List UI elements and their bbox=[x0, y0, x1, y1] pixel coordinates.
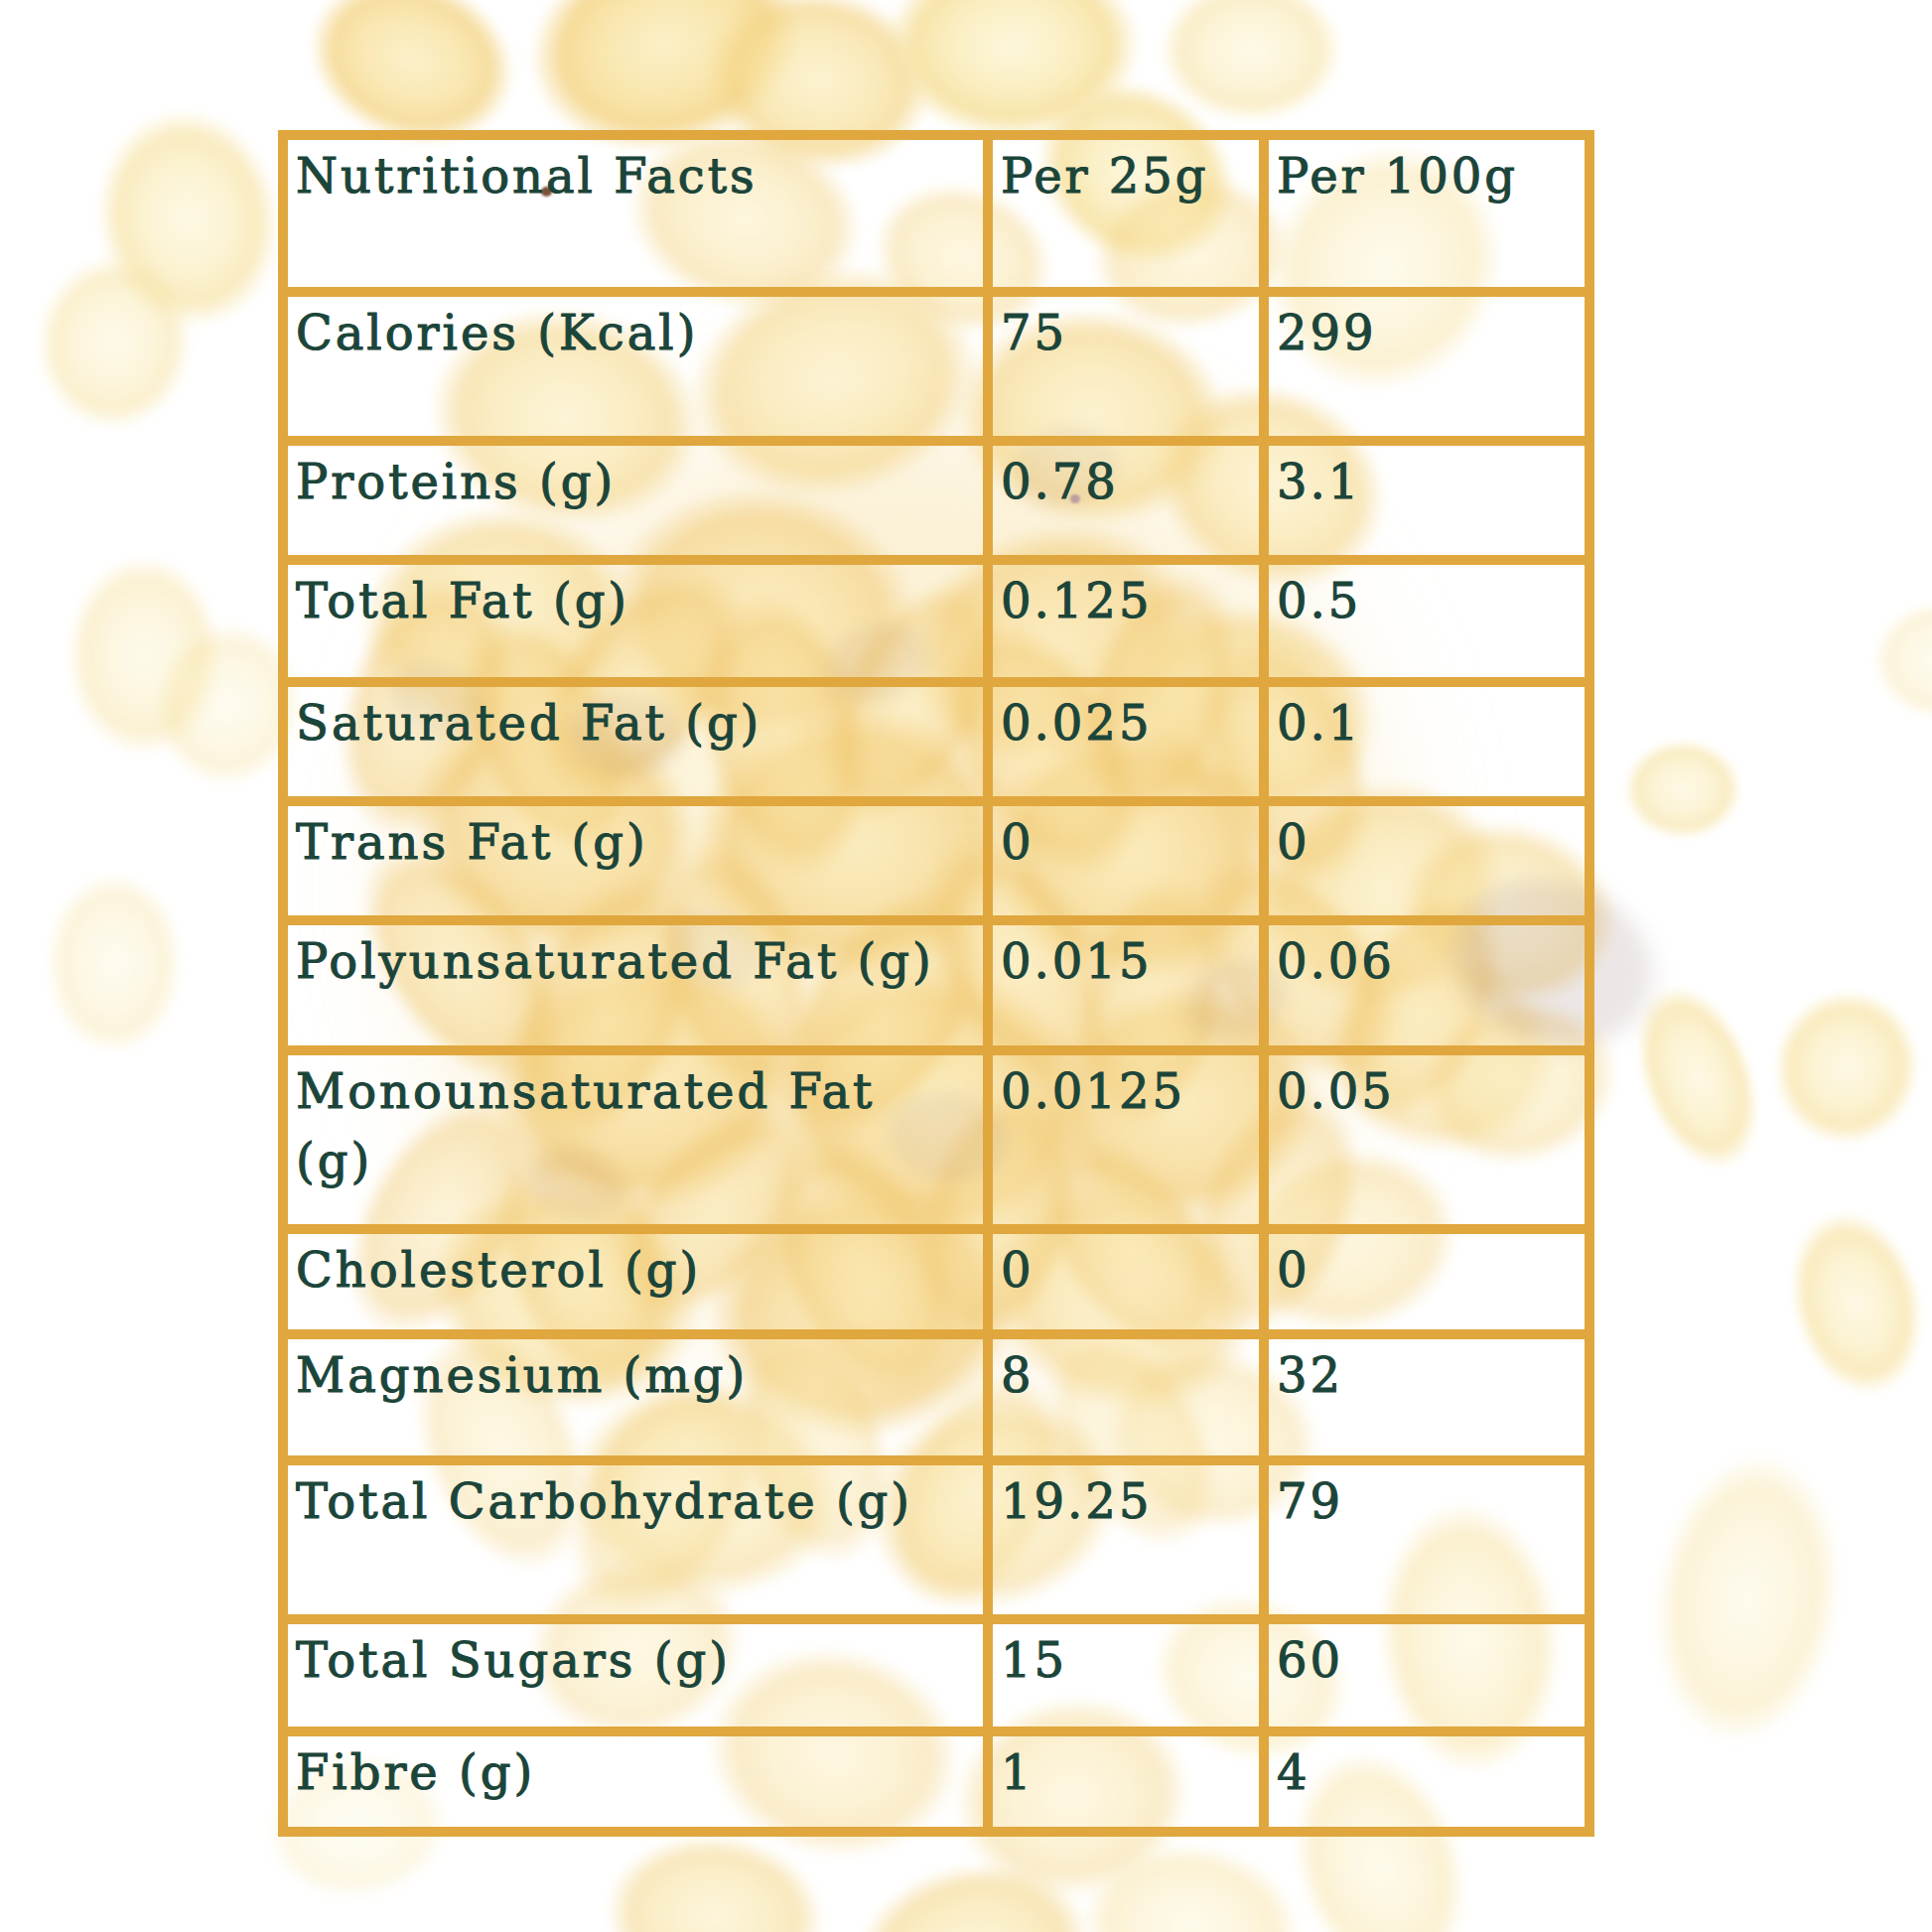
raisin-blob bbox=[22, 241, 207, 444]
nutrient-row: Total Fat (g)0.1250.5 bbox=[283, 560, 1589, 682]
nutrient-label: Total Fat (g) bbox=[283, 560, 988, 682]
header-nutritional-facts: Nutritional Facts bbox=[283, 135, 988, 292]
value-per-25g: 0.78 bbox=[988, 441, 1264, 560]
nutrition-facts-table: Nutritional Facts Per 25g Per 100g Calor… bbox=[278, 130, 1594, 1837]
value-per-25g: 0 bbox=[988, 801, 1264, 920]
nutrient-row: Calories (Kcal)75299 bbox=[283, 292, 1589, 441]
value-per-25g: 0.0125 bbox=[988, 1050, 1264, 1229]
raisin-blob bbox=[1618, 735, 1747, 844]
nutrient-label: Proteins (g) bbox=[283, 441, 988, 560]
value-per-100g: 0 bbox=[1264, 801, 1589, 920]
raisin-blob bbox=[1627, 1428, 1868, 1770]
value-per-25g: 15 bbox=[988, 1619, 1264, 1731]
value-per-100g: 0.05 bbox=[1264, 1050, 1589, 1229]
nutrient-label: Fibre (g) bbox=[283, 1731, 988, 1832]
raisin-blob bbox=[1152, 0, 1350, 129]
raisin-blob bbox=[1763, 1186, 1932, 1419]
value-per-100g: 32 bbox=[1264, 1334, 1589, 1460]
value-per-25g: 19.25 bbox=[988, 1460, 1264, 1619]
value-per-100g: 0.1 bbox=[1264, 682, 1589, 801]
nutrient-label: Magnesium (mg) bbox=[283, 1334, 988, 1460]
value-per-100g: 0 bbox=[1264, 1229, 1589, 1334]
nutrient-row: Monounsaturated Fat (g)0.01250.05 bbox=[283, 1050, 1589, 1229]
nutrient-label: Calories (Kcal) bbox=[283, 292, 988, 441]
header-row: Nutritional Facts Per 25g Per 100g bbox=[283, 135, 1589, 292]
nutrient-label: Monounsaturated Fat (g) bbox=[283, 1050, 988, 1229]
nutrient-row: Magnesium (mg)832 bbox=[283, 1334, 1589, 1460]
value-per-100g: 0.5 bbox=[1264, 560, 1589, 682]
value-per-25g: 1 bbox=[988, 1731, 1264, 1832]
nutrient-row: Total Carbohydrate (g)19.2579 bbox=[283, 1460, 1589, 1619]
nutrient-row: Saturated Fat (g)0.0250.1 bbox=[283, 682, 1589, 801]
raisin-blob bbox=[1866, 596, 1932, 725]
nutrient-label: Polyunsaturated Fat (g) bbox=[283, 920, 988, 1050]
nutrient-label: Trans Fat (g) bbox=[283, 801, 988, 920]
value-per-100g: 79 bbox=[1264, 1460, 1589, 1619]
value-per-25g: 0.015 bbox=[988, 920, 1264, 1050]
nutrient-row: Polyunsaturated Fat (g)0.0150.06 bbox=[283, 920, 1589, 1050]
nutrient-row: Cholesterol (g)00 bbox=[283, 1229, 1589, 1334]
header-per-100g: Per 100g bbox=[1264, 135, 1589, 292]
value-per-25g: 8 bbox=[988, 1334, 1264, 1460]
value-per-100g: 0.06 bbox=[1264, 920, 1589, 1050]
raisin-blob bbox=[1753, 970, 1932, 1164]
nutrient-label: Total Sugars (g) bbox=[283, 1619, 988, 1731]
value-per-25g: 0 bbox=[988, 1229, 1264, 1334]
value-per-100g: 299 bbox=[1264, 292, 1589, 441]
value-per-100g: 3.1 bbox=[1264, 441, 1589, 560]
value-per-100g: 4 bbox=[1264, 1731, 1589, 1832]
nutrient-row: Proteins (g)0.783.1 bbox=[283, 441, 1589, 560]
raisin-blob bbox=[40, 864, 189, 1062]
nutrient-row: Fibre (g)14 bbox=[283, 1731, 1589, 1832]
nutrient-label: Cholesterol (g) bbox=[283, 1229, 988, 1334]
value-per-25g: 75 bbox=[988, 292, 1264, 441]
nutrient-label: Total Carbohydrate (g) bbox=[283, 1460, 988, 1619]
header-per-25g: Per 25g bbox=[988, 135, 1264, 292]
nutrient-label: Saturated Fat (g) bbox=[283, 682, 988, 801]
nutrient-row: Trans Fat (g)00 bbox=[283, 801, 1589, 920]
value-per-25g: 0.125 bbox=[988, 560, 1264, 682]
value-per-100g: 60 bbox=[1264, 1619, 1589, 1731]
value-per-25g: 0.025 bbox=[988, 682, 1264, 801]
nutrient-row: Total Sugars (g)1560 bbox=[283, 1619, 1589, 1731]
